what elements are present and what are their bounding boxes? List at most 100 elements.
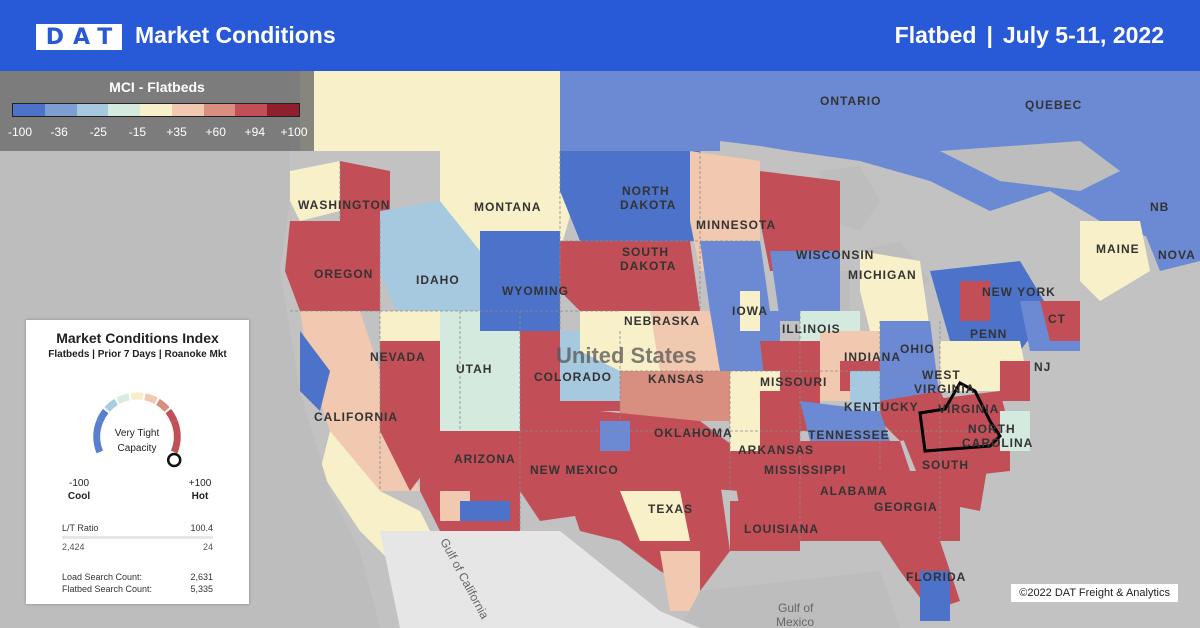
truck-count: 24: [202, 542, 213, 552]
load-search-label: Load Search Count:: [62, 572, 143, 582]
label-tennessee: TENNESSEE: [808, 428, 890, 442]
region-idaho: [380, 201, 480, 321]
region-coastal-nc: [1000, 411, 1030, 451]
label-new-mexico: NEW MEXICO: [530, 463, 619, 477]
roanoke-market-outline: [918, 380, 1002, 453]
label-arkansas: ARKANSAS: [738, 443, 814, 457]
legend-swatch: [203, 104, 236, 116]
region-kentucky-north: [850, 371, 880, 411]
legend-tick: -100: [7, 125, 33, 139]
label-indiana: INDIANA: [844, 350, 901, 364]
lt-ratio-value: 100.4: [190, 523, 213, 533]
gauge-status: Very Tight Capacity: [92, 426, 182, 456]
label-kansas: KANSAS: [648, 372, 705, 386]
label-idaho: IDAHO: [416, 273, 460, 287]
gauge-segment: [116, 393, 130, 404]
legend-tick: -25: [89, 125, 107, 139]
label-utah: UTAH: [456, 362, 492, 376]
region-south-texas: [660, 551, 700, 611]
header-bar: DAT Market Conditions Flatbed | July 5-11,…: [0, 0, 1200, 71]
mci-gauge: [93, 392, 182, 468]
region-bay-area: [300, 331, 330, 411]
label-michigan: MICHIGAN: [848, 268, 917, 282]
flatbed-search-value: 5,335: [190, 584, 213, 594]
legend-swatch: [267, 104, 300, 116]
gauge-status-line1: Very Tight: [114, 428, 160, 439]
label-iowa: IOWA: [732, 304, 768, 318]
legend-tick: -36: [50, 125, 68, 139]
label-georgia: GEORGIA: [874, 500, 938, 514]
card-subtitle: Flatbeds | Prior 7 Days | Roanoke Mkt: [48, 349, 227, 360]
gauge-max-value: +100: [188, 478, 212, 489]
gauge-segment: [144, 393, 158, 404]
label-west-virginia-1: WEST: [922, 368, 961, 382]
region-alberta: [430, 71, 560, 151]
label-quebec: QUEBEC: [1025, 98, 1082, 112]
region-south-florida: [920, 571, 950, 621]
label-south-dakota-2: DAKOTA: [620, 259, 676, 273]
region-wisconsin: [770, 251, 840, 321]
label-gulf-of-mexico-1: Gulf of: [778, 601, 814, 615]
label-mississippi: MISSISSIPPI: [764, 463, 846, 477]
load-count: 2,424: [62, 542, 85, 552]
page-title: Market Conditions: [135, 22, 336, 48]
region-buffalo: [960, 281, 990, 321]
region-michigan: [860, 251, 930, 331]
card-title: Market Conditions Index: [56, 330, 219, 346]
label-new-york: NEW YORK: [982, 285, 1056, 299]
region-washington-east: [340, 161, 390, 221]
label-penn: PENN: [970, 327, 1007, 341]
label-california: CALIFORNIA: [314, 410, 398, 424]
label-colorado: COLORADO: [534, 370, 612, 384]
label-wyoming: WYOMING: [502, 284, 569, 298]
region-south-dakota: [560, 241, 700, 311]
region-washington-coast: [290, 161, 340, 221]
region-sask: [560, 71, 720, 151]
region-alabama: [840, 461, 900, 541]
gauge-min-value: -100: [68, 478, 89, 489]
region-north-dakota: [560, 151, 700, 241]
region-nebraska-east: [650, 311, 730, 371]
region-bc: [300, 71, 430, 151]
label-virginia: VIRGINIA: [938, 402, 999, 416]
legend-swatch: [44, 104, 77, 116]
legend-swatch: [140, 104, 172, 116]
gauge-segment: [104, 398, 119, 412]
label-nebraska: NEBRASKA: [624, 314, 700, 328]
label-arizona: ARIZONA: [454, 452, 516, 466]
region-amarillo: [600, 421, 630, 451]
gauge-segment: [96, 408, 109, 423]
market-conditions-card: Market Conditions Index Flatbeds | Prior…: [26, 320, 249, 604]
state-borders: [290, 151, 1010, 541]
label-nevada: NEVADA: [370, 350, 426, 364]
label-north-dakota-2: DAKOTA: [620, 198, 676, 212]
gauge-indicator: [166, 452, 182, 468]
label-illinois: ILLINOIS: [782, 322, 841, 336]
header-meta: Flatbed | July 5-11, 2022: [895, 22, 1164, 49]
lt-ratio-bar: [62, 536, 213, 539]
label-nj: NJ: [1034, 360, 1051, 374]
region-ohio: [880, 321, 940, 401]
label-united-states: United States: [556, 343, 697, 368]
label-north-carolina-1: NORTH: [968, 422, 1016, 436]
mci-legend: MCI - Flatbeds -100 -36 -25 -15 +35 +60 +94 +10…: [0, 71, 314, 151]
gauge-segment: [165, 408, 178, 423]
legend-swatch: [76, 104, 109, 116]
region-wisconsin-north: [760, 171, 840, 271]
region-montana: [440, 151, 580, 251]
label-north-dakota-1: NORTH: [622, 184, 670, 198]
region-louisiana: [730, 501, 800, 551]
flatbed-search-label: Flatbed Search Count:: [62, 584, 153, 594]
gauge-max: +100 Hot: [182, 477, 218, 503]
region-nova-scotia: [1140, 211, 1200, 271]
label-ct: CT: [1048, 312, 1066, 326]
label-maine: MAINE: [1096, 242, 1140, 256]
legend-tick: +60: [205, 125, 226, 139]
gauge-segment: [155, 398, 170, 412]
label-alabama: ALABAMA: [820, 484, 888, 498]
label-texas: TEXAS: [648, 502, 693, 516]
label-oklahoma: OKLAHOMA: [654, 426, 733, 440]
label-louisiana: LOUISIANA: [744, 522, 819, 536]
date-range: July 5-11, 2022: [1002, 22, 1164, 48]
label-south: SOUTH: [922, 458, 969, 472]
